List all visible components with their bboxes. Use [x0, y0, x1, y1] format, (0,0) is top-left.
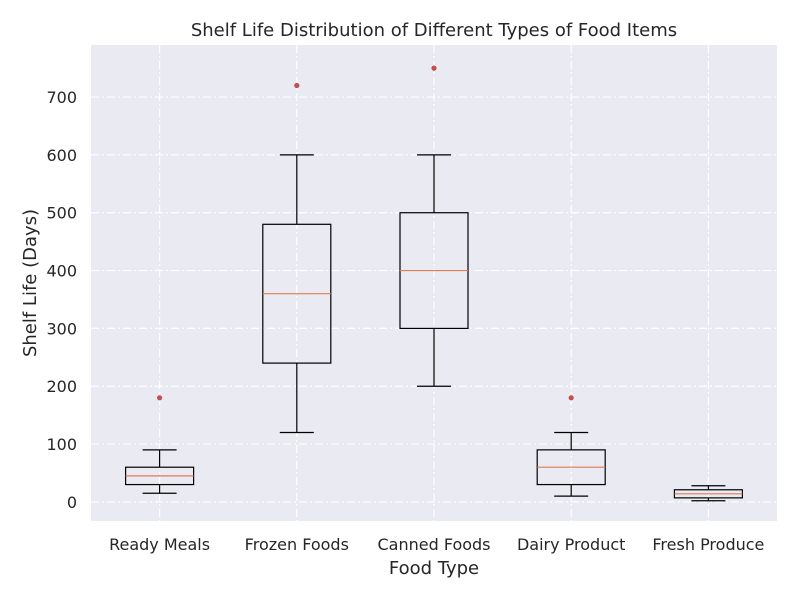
tick-labels-layer: 0 100 200 300 400 500 600 700 Ready Meals Frozen …: [46, 88, 764, 554]
y-tick-label: 300: [46, 319, 77, 338]
box-group: [124, 395, 195, 494]
box-group: [399, 65, 469, 387]
chart-title: Shelf Life Distribution of Different Typ…: [191, 20, 677, 41]
outlier-point: [431, 65, 437, 71]
box-group: [536, 395, 606, 497]
x-axis-label: Food Type: [389, 558, 479, 579]
outlier-point: [294, 82, 300, 89]
x-tick-label: Frozen Foods: [245, 535, 349, 554]
y-tick-label: 0: [67, 493, 77, 512]
x-tick-label: Fresh Produce: [652, 535, 764, 554]
y-tick-label: 600: [46, 146, 77, 165]
outlier-point: [568, 395, 574, 401]
box-group: [262, 82, 332, 434]
y-axis-label: Shelf Life (Days): [20, 209, 41, 357]
y-tick-label: 500: [46, 204, 77, 223]
y-tick-label: 400: [46, 262, 77, 281]
outlier-point: [157, 395, 163, 401]
box-group: [673, 485, 744, 502]
x-tick-label: Canned Foods: [377, 535, 490, 554]
x-tick-label: Ready Meals: [109, 535, 210, 554]
x-tick-label: Dairy Product: [517, 535, 625, 554]
y-tick-label: 700: [46, 88, 77, 107]
y-tick-label: 100: [46, 435, 77, 454]
boxes-layer: [124, 65, 744, 502]
y-tick-label: 200: [46, 377, 77, 396]
